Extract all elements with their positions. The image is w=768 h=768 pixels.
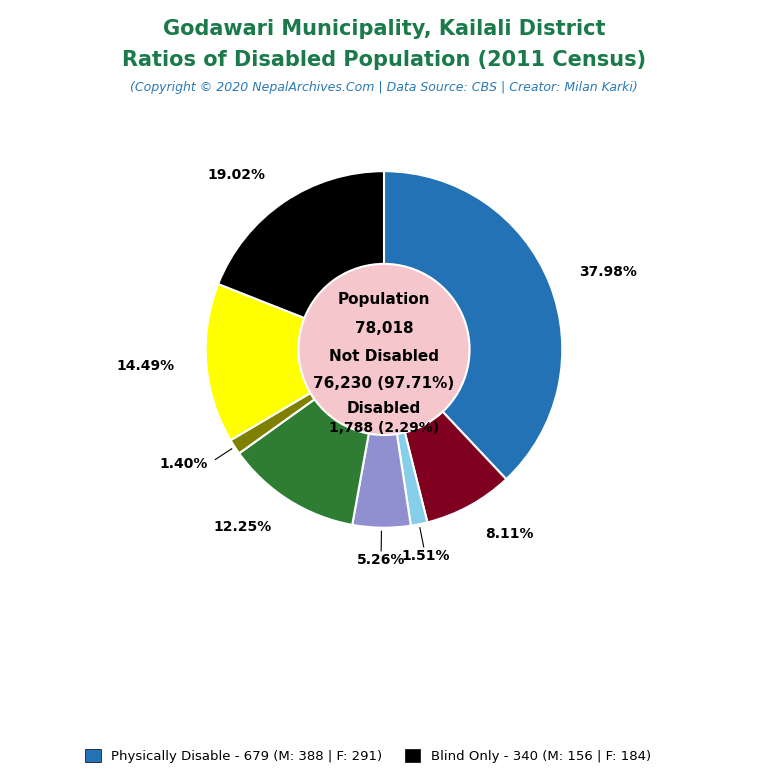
Text: Population: Population <box>338 292 430 307</box>
Wedge shape <box>230 393 314 453</box>
Wedge shape <box>384 171 562 479</box>
Legend: Blind Only - 340 (M: 156 | F: 184), Deaf & Blind - 25 (M: 10 | F: 15), Mental - : Blind Only - 340 (M: 156 | F: 184), Deaf… <box>401 746 700 768</box>
Text: 76,230 (97.71%): 76,230 (97.71%) <box>313 376 455 391</box>
Text: 78,018: 78,018 <box>355 320 413 336</box>
Wedge shape <box>206 284 310 440</box>
Text: Godawari Municipality, Kailali District: Godawari Municipality, Kailali District <box>163 19 605 39</box>
Text: Not Disabled: Not Disabled <box>329 349 439 364</box>
Wedge shape <box>353 434 411 528</box>
Text: 1.51%: 1.51% <box>401 548 450 563</box>
Text: 37.98%: 37.98% <box>580 265 637 279</box>
Text: 12.25%: 12.25% <box>214 520 272 535</box>
Text: Ratios of Disabled Population (2011 Census): Ratios of Disabled Population (2011 Cens… <box>122 50 646 70</box>
Wedge shape <box>405 412 506 522</box>
Text: 8.11%: 8.11% <box>485 527 534 541</box>
Wedge shape <box>397 432 428 525</box>
Circle shape <box>300 266 468 433</box>
Text: 14.49%: 14.49% <box>116 359 174 373</box>
Text: Disabled: Disabled <box>347 401 421 415</box>
Text: (Copyright © 2020 NepalArchives.Com | Data Source: CBS | Creator: Milan Karki): (Copyright © 2020 NepalArchives.Com | Da… <box>130 81 638 94</box>
Wedge shape <box>239 399 369 525</box>
Wedge shape <box>218 171 384 318</box>
Text: 19.02%: 19.02% <box>207 168 266 183</box>
Text: 1,788 (2.29%): 1,788 (2.29%) <box>329 421 439 435</box>
Text: 5.26%: 5.26% <box>357 553 406 567</box>
Text: 1.40%: 1.40% <box>160 458 208 472</box>
